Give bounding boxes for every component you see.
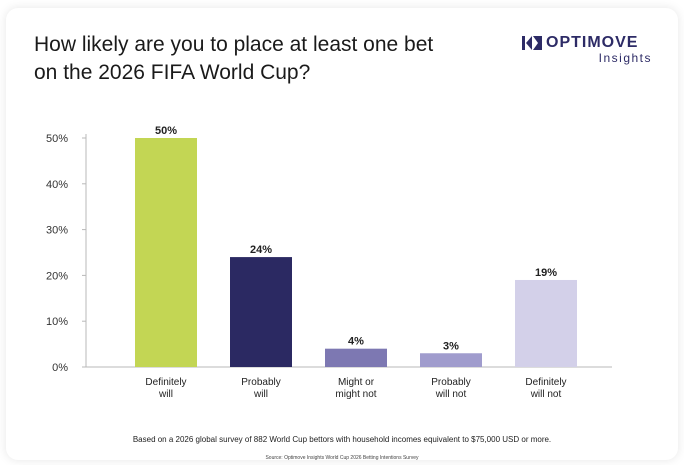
x-category-label: will not [435,389,467,400]
chart-title: How likely are you to place at least one… [34,33,434,84]
survey-footnote: Based on a 2026 global survey of 882 Wor… [132,435,552,444]
optimove-insights-logo: OPTIMOVE Insights [522,34,652,68]
x-category-label: Definitely [525,377,566,388]
bar-data-label: 24% [250,244,272,256]
y-tick-label: 0% [52,362,68,374]
logo-wordmark: OPTIMOVE [546,34,639,51]
bar-data-label: 4% [348,336,364,348]
x-category-label: will [253,389,268,400]
y-tick-label: 40% [46,179,68,191]
y-tick-label: 10% [46,316,68,328]
bar [420,353,482,367]
x-category-label: Might or [338,377,375,388]
bar [515,279,577,367]
bar-chart: 0%10%20%30%40%50%50%Definitelywill24%Pro… [46,125,612,400]
x-category-label: Probably [241,377,280,388]
y-tick-label: 50% [46,133,68,145]
x-category-label: will not [530,389,562,400]
optimove-logo-icon [522,36,542,50]
x-category-label: Probably [431,377,470,388]
y-tick-label: 20% [46,270,68,282]
x-category-label: will [158,389,173,400]
chart-card [6,8,678,460]
bar [325,348,387,367]
y-tick-label: 30% [46,225,68,237]
bar-data-label: 50% [155,125,177,137]
logo-subtitle: Insights [598,51,652,65]
bar [230,257,292,367]
x-category-label: Definitely [145,377,186,388]
x-category-label: might not [335,389,376,400]
bar-data-label: 3% [443,340,459,352]
bar-data-label: 19% [535,267,557,279]
source-note: Source: Optimove Insights World Cup 2026… [265,455,419,461]
bar [135,138,197,367]
